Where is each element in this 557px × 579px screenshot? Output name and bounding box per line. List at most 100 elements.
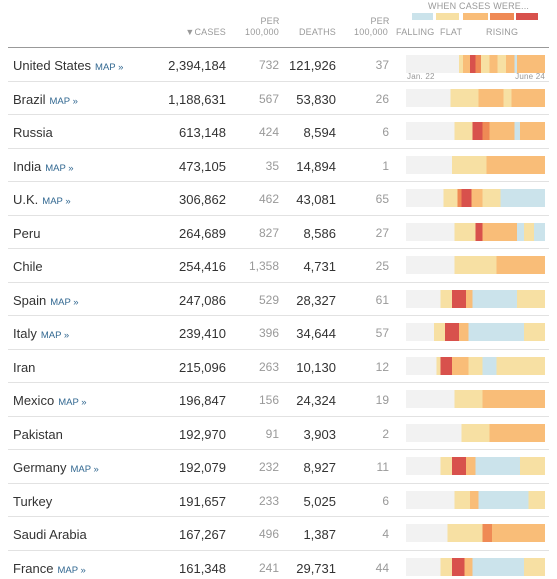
cases: 1,188,631 xyxy=(168,91,226,107)
cases: 239,410 xyxy=(179,326,226,341)
deaths-header[interactable]: DEATHS xyxy=(298,27,336,37)
table-row: Turkey 191,657 233 5,025 6 xyxy=(8,482,549,517)
country-name: Spain xyxy=(13,292,47,308)
country-cell: Germany MAP » xyxy=(13,460,99,475)
table-row: France MAP » 161,348 241 29,731 44 xyxy=(8,549,549,579)
end-date: June 24 xyxy=(515,72,545,81)
map-link[interactable]: MAP » xyxy=(42,196,71,207)
start-date: Jan. 22 xyxy=(407,72,435,81)
cases: 254,416 xyxy=(179,259,226,274)
country-name: Turkey xyxy=(13,493,53,509)
deaths-per-100k: 4 xyxy=(382,527,389,541)
country-cell: Brazil MAP » xyxy=(13,92,78,107)
deaths-per-100k: 12 xyxy=(375,359,389,374)
table-row: Italy MAP » 239,410 396 34,644 57 xyxy=(8,315,549,349)
per-bottom: 100,000 xyxy=(245,27,279,37)
country-cell: Peru xyxy=(13,226,40,241)
per-top: PER xyxy=(370,16,390,26)
deaths-per-100k: 61 xyxy=(375,292,389,307)
cases-per-100k: 424 xyxy=(258,125,279,139)
trend-strip xyxy=(406,155,545,174)
cases: 191,657 xyxy=(179,493,226,509)
cases: 473,105 xyxy=(179,158,226,174)
trend-strip xyxy=(406,222,545,241)
map-link[interactable]: MAP » xyxy=(40,330,70,341)
cases: 192,970 xyxy=(179,426,226,442)
swatch xyxy=(412,13,433,20)
legend-rising: RISING xyxy=(486,27,519,37)
per-bottom: 100,000 xyxy=(354,27,388,37)
legend-flat: FLAT xyxy=(440,27,463,37)
deaths: 4,731 xyxy=(303,259,336,274)
deaths-per-100k: 6 xyxy=(382,493,389,508)
country-cell: Pakistan xyxy=(13,427,63,442)
map-link[interactable]: MAP » xyxy=(49,95,78,107)
country-cell: Chile xyxy=(13,259,43,274)
cases-per-100k: 732 xyxy=(258,58,279,72)
deaths-per-100k: 65 xyxy=(375,192,389,206)
map-link[interactable]: MAP » xyxy=(45,162,74,174)
cases-per-100k: 496 xyxy=(258,527,279,541)
swatch xyxy=(516,13,538,20)
trend-strip xyxy=(406,189,545,207)
deaths-per-100k: 27 xyxy=(375,225,389,240)
table-row: Mexico MAP » 196,847 156 24,324 19 xyxy=(8,382,549,416)
trend-strip xyxy=(406,356,545,375)
country-name: France xyxy=(13,560,54,576)
table-row: Brazil MAP » 1,188,631 567 53,830 26 xyxy=(8,80,549,115)
cases-header[interactable]: ▼CASES xyxy=(185,27,226,37)
cases: 264,689 xyxy=(179,225,226,241)
trend-strip xyxy=(406,390,545,408)
cases-per-100k: 529 xyxy=(258,292,279,307)
legend-title: WHEN CASES WERE... xyxy=(428,1,530,11)
cases-per-100k: 827 xyxy=(258,225,279,240)
country-name: Mexico xyxy=(13,393,55,408)
deaths: 53,830 xyxy=(296,91,336,107)
table-row: Germany MAP » 192,079 232 8,927 11 xyxy=(8,449,549,483)
trend-strip xyxy=(406,55,545,73)
cases-per-100k: 91 xyxy=(265,426,279,441)
sort-arrow: ▼ xyxy=(185,27,195,37)
cases: 306,862 xyxy=(179,192,226,207)
trend-strip xyxy=(406,256,545,274)
cases: 2,394,184 xyxy=(168,58,226,73)
map-link[interactable]: MAP » xyxy=(95,62,124,73)
country-name: Russia xyxy=(13,125,53,140)
trend-strip xyxy=(406,490,545,509)
country-name: U.K. xyxy=(13,192,39,207)
cases-per-100k: 263 xyxy=(258,359,279,374)
map-link[interactable]: MAP » xyxy=(58,397,87,408)
table-row: Saudi Arabia 167,267 496 1,387 4 xyxy=(8,516,549,550)
deaths: 34,644 xyxy=(296,326,336,341)
cases-per-100k: 232 xyxy=(258,460,279,474)
deaths-per-100k: 11 xyxy=(376,460,389,474)
deaths: 43,081 xyxy=(296,192,336,207)
table-row: Spain MAP » 247,086 529 28,327 61 xyxy=(8,281,549,316)
country-cell: India MAP » xyxy=(13,159,74,174)
cases: 613,148 xyxy=(179,125,226,140)
country-cell: Iran xyxy=(13,360,35,375)
deaths: 3,903 xyxy=(303,426,336,442)
cases: 161,348 xyxy=(179,560,226,576)
table-row: Russia 613,148 424 8,594 6 xyxy=(8,114,549,148)
cases: 192,079 xyxy=(179,460,226,475)
country-cell: Mexico MAP » xyxy=(13,393,87,408)
country-name: India xyxy=(13,158,42,174)
country-name: Chile xyxy=(13,259,43,274)
cases-per-100k: 233 xyxy=(258,493,279,508)
country-name: Peru xyxy=(13,225,41,241)
map-link[interactable]: MAP » xyxy=(50,296,79,308)
cases-per-100k: 241 xyxy=(258,560,279,575)
map-link[interactable]: MAP » xyxy=(70,464,99,475)
cases: 247,086 xyxy=(179,292,226,308)
deaths-per-100k: 1 xyxy=(382,158,389,173)
cases-per-100k: 156 xyxy=(258,393,279,407)
cases-label: CASES xyxy=(194,27,226,37)
deaths: 29,731 xyxy=(296,560,336,576)
map-link[interactable]: MAP » xyxy=(57,564,86,576)
cases-per-100k: 396 xyxy=(258,326,279,340)
cases: 167,267 xyxy=(179,527,226,542)
deaths-per-100k: 57 xyxy=(375,326,389,340)
trend-strip xyxy=(406,524,545,542)
